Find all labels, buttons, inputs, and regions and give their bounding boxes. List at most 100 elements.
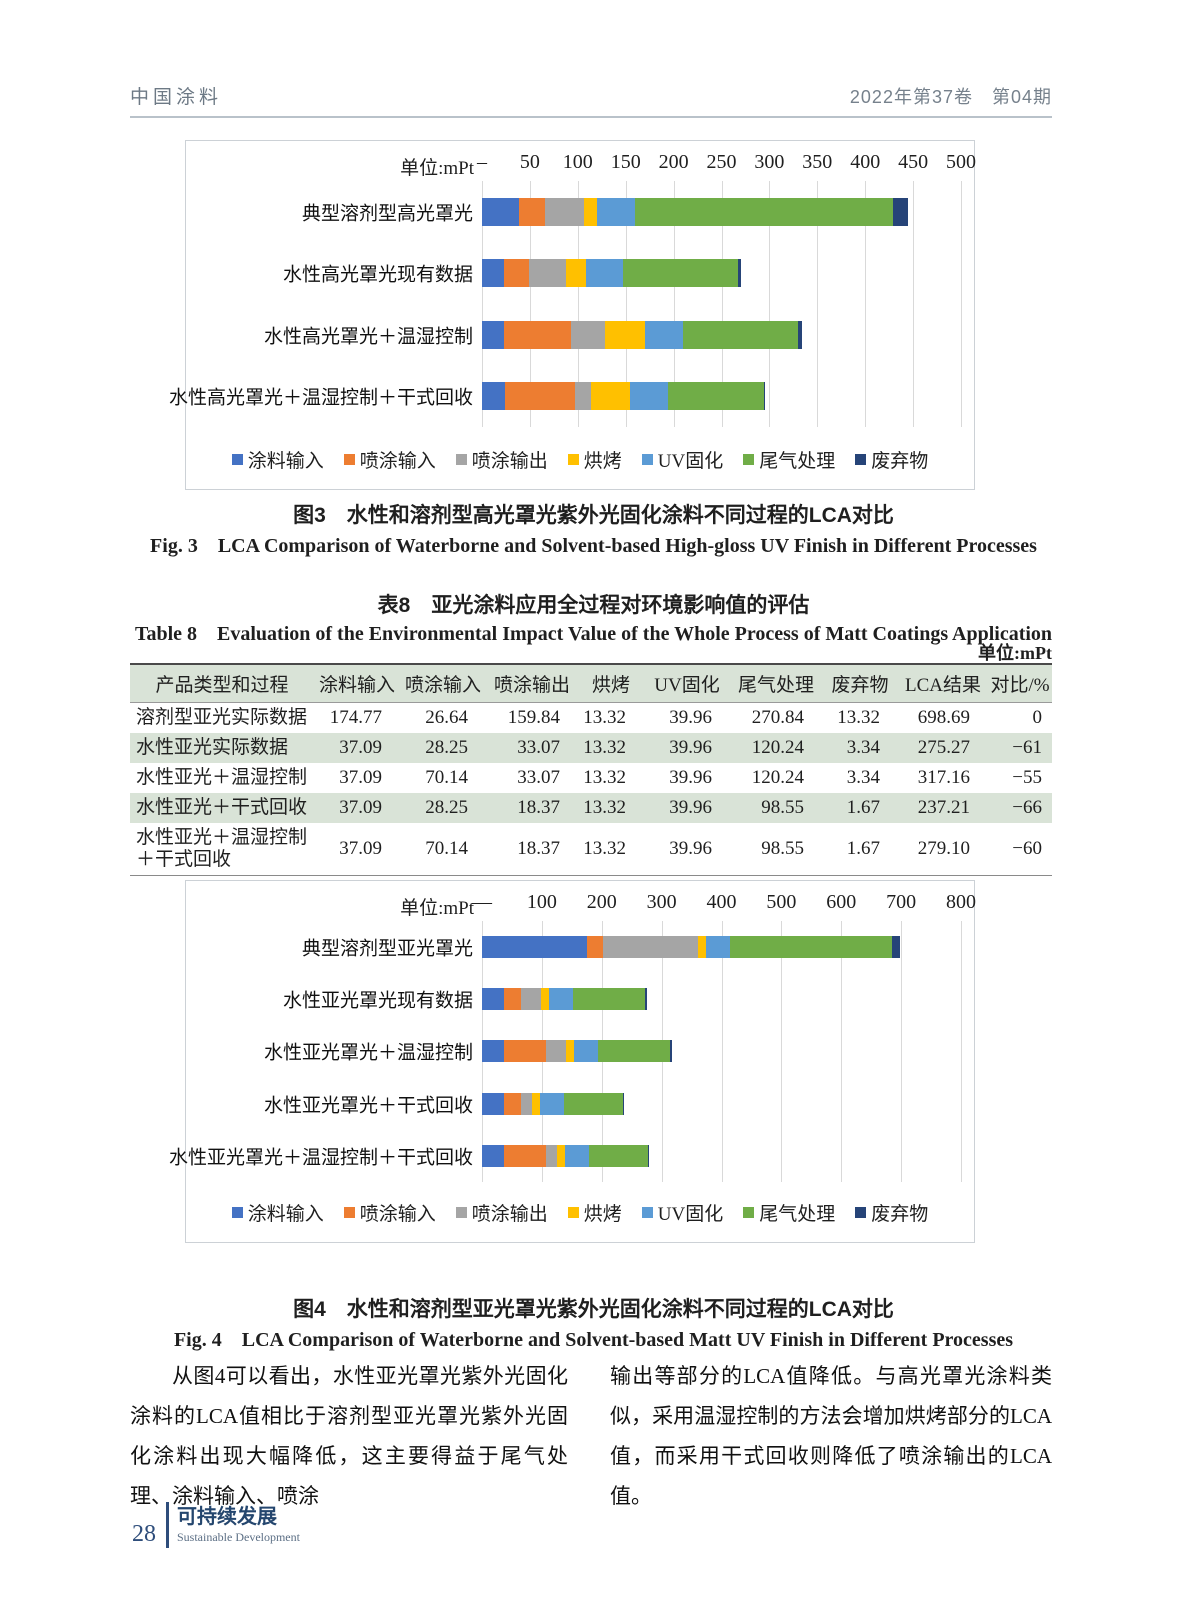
fig4-axis-ticks: — 100 200 300 400 500 600 700 800 [472,891,976,915]
bar-row: 水性高光罩光＋温湿控制＋干式回收 [169,366,961,428]
bar-segment [629,382,669,411]
bar-segment [504,382,575,411]
bar-segment [698,936,707,959]
axis-zero-tick: — [472,891,492,913]
table-header-cell: 对比/% [988,664,1052,703]
fig3-unit-label: 单位:mPt [400,158,474,179]
legend-swatch [231,454,243,465]
gridline [865,181,867,427]
axis-tick-label: 500 [946,151,976,173]
gridline [529,181,531,427]
bar-segment [503,320,572,349]
bar-segment [482,320,504,349]
bar-segment [644,988,647,1011]
gridline [769,181,771,427]
legend-label: 涂料输入 [247,451,324,472]
bar-segment [482,1144,505,1167]
table-cell: −66 [1012,797,1042,818]
table-cell: 70.14 [425,767,468,788]
legend-swatch [743,1207,755,1218]
table-header-cell: 尾气处理 [730,664,822,703]
bar-segment [798,320,802,349]
bar [482,988,961,1011]
gridline [721,181,723,427]
legend-item: 涂料输入 [231,446,324,473]
axis-tick-label: 150 [610,151,641,173]
table-cell: 26.64 [425,707,468,728]
bar-segment [557,1144,566,1167]
bar-row: 水性亚光罩光＋温湿控制 [264,1025,961,1077]
table8-body: 溶剂型亚光实际数据 174.77 26.64 159.84 13.32 39.96 270.… [130,703,1052,876]
axis-tick-label: 350 [802,151,833,173]
fig3-plot-area: 典型溶剂型高光罩光水性高光罩光现有数据水性高光罩光＋温湿控制 水性高光罩光＋温湿控… [169,181,962,428]
bar-segment [504,1144,547,1167]
table-cell: 18.37 [517,838,560,859]
fig3-legend: 涂料输入 喷涂输入 喷涂输出 烘烤 UV固化 尾气处理 废弃物 [186,446,974,473]
bar-segment [605,320,645,349]
bar-segment [572,988,645,1011]
axis-tick-label: 600 [826,891,857,913]
footer-divider [166,1502,169,1548]
legend-swatch [567,1207,579,1218]
table-cell: 120.24 [751,737,804,758]
bar-segment [546,1040,566,1063]
page-footer: 28 可持续发展 Sustainable Development [132,1502,300,1548]
category-label: 水性亚光罩光＋温湿控制＋干式回收 [168,1147,473,1169]
axis-tick-label: 400 [850,151,881,173]
category-label: 典型溶剂型亚光罩光 [301,938,473,960]
table-cell: 水性亚光＋温湿控制＋干式回收 [136,827,308,870]
category-label: 水性高光罩光现有数据 [282,264,473,286]
bar [482,382,961,411]
legend-swatch [231,1207,243,1218]
table-cell: 237.21 [917,797,970,818]
gridline [961,921,962,1182]
axis-tick-label: 200 [658,151,689,173]
bar-segment [540,1092,564,1115]
bar-segment [546,1144,558,1167]
table-header-cell: 喷涂输出 [486,664,578,703]
legend-item: 喷涂输入 [343,1199,436,1226]
table-cell: 317.16 [917,767,970,788]
bar-segment [730,936,893,959]
bar-segment [634,197,894,226]
table-cell: 水性亚光实际数据 [136,737,289,758]
bar-segment [529,259,566,288]
bar-segment [565,259,586,288]
legend-swatch [743,454,755,465]
table-header-cell: UV固化 [644,664,730,703]
table-cell: 98.55 [761,838,804,859]
journal-name: 中国涂料 [130,87,223,108]
legend-swatch [455,1207,467,1218]
table-cell: 水性亚光＋干式回收 [136,797,308,818]
axis-tick-label: 500 [766,891,797,913]
bar-row: 水性亚光罩光＋温湿控制＋干式回收 [169,1130,961,1182]
table-cell: 698.69 [917,707,970,728]
bar-segment [504,1040,547,1063]
axis-tick-label: 450 [898,151,929,173]
bar-row: 水性亚光罩光现有数据 [283,973,961,1025]
table-header-cell: 涂料输入 [314,664,400,703]
legend-label: 废弃物 [871,1204,929,1225]
table-cell: 37.09 [339,797,382,818]
table-cell: 溶剂型亚光实际数据 [136,707,308,728]
table-cell: 70.14 [425,838,468,859]
table-cell: 159.84 [507,707,560,728]
bar-segment [590,382,630,411]
table-cell: 1.67 [846,838,880,859]
bar-row: 水性高光罩光＋温湿控制 [264,304,961,366]
legend-label: 喷涂输入 [359,1204,436,1225]
bar-segment [644,320,683,349]
bar-segment [585,259,623,288]
table-cell: 13.32 [583,797,626,818]
paragraph: 输出等部分的LCA值降低。与高光罩光涂料类似，采用温湿控制的方法会增加烘烤部分的… [610,1364,1052,1508]
legend-swatch [567,454,579,465]
table-cell: 13.32 [583,707,626,728]
bar [482,320,961,349]
bar-segment [573,1040,598,1063]
legend-label: 烘烤 [583,451,622,472]
bar-segment [574,382,591,411]
axis-tick-label: 300 [754,151,785,173]
category-label: 典型溶剂型高光罩光 [301,203,473,225]
table-cell: 33.07 [517,737,560,758]
legend-item: 喷涂输入 [343,446,436,473]
